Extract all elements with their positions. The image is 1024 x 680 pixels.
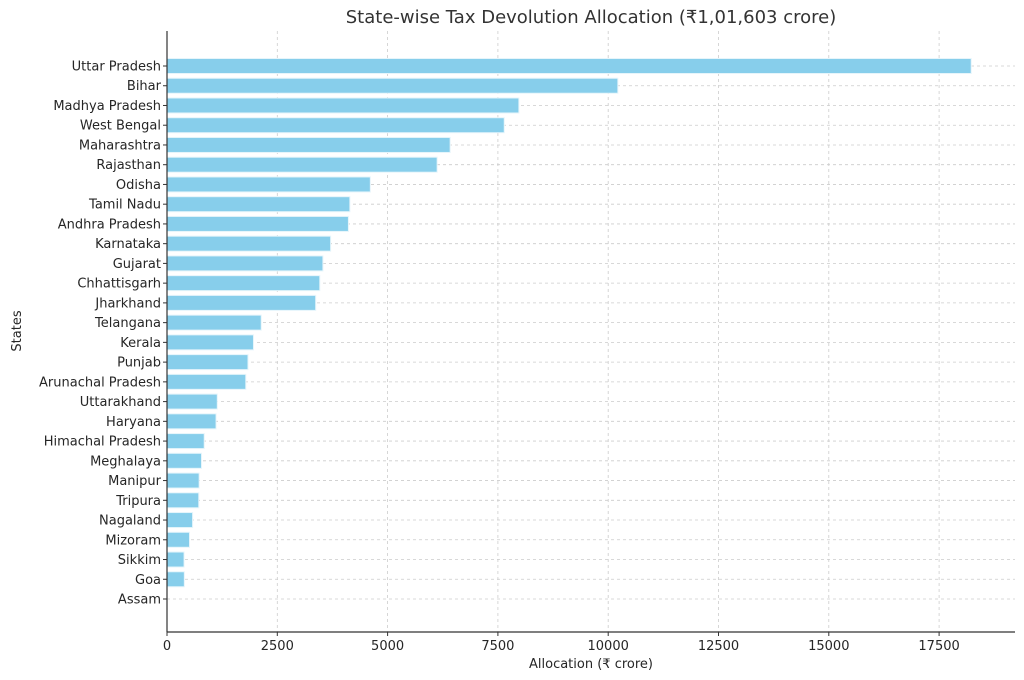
bar-uttarakhand	[166, 393, 218, 410]
bar-maharashtra	[166, 136, 451, 153]
bar-nagaland	[166, 512, 194, 529]
y-tick-label: Madhya Pradesh	[53, 99, 161, 114]
bar-arunachal-pradesh	[166, 373, 247, 390]
y-tick-label: Tripura	[115, 494, 161, 509]
x-tick-label: 15000	[808, 639, 849, 654]
y-axis-label: States	[10, 310, 25, 351]
y-tick-label: Jharkhand	[94, 296, 161, 311]
bar-mizoram	[166, 531, 191, 548]
y-tick-label: Punjab	[117, 356, 161, 371]
bar-goa	[166, 571, 185, 588]
y-tick-label: Gujarat	[113, 257, 161, 272]
y-ticks: Uttar Pradesh Bihar Madhya Pradesh West Ben…	[39, 60, 167, 608]
x-tick-label: 17500	[918, 639, 959, 654]
y-tick-label: Meghalaya	[90, 454, 161, 469]
y-tick-label: Odisha	[116, 178, 161, 193]
y-tick-label: Kerala	[120, 336, 161, 351]
bar-uttar-pradesh	[166, 58, 972, 74]
bar-bihar	[166, 77, 619, 94]
y-tick-label: Nagaland	[99, 514, 161, 529]
y-tick-label: Telangana	[94, 316, 161, 331]
y-tick-label: Sikkim	[118, 553, 161, 568]
bar-manipur	[166, 472, 200, 489]
bar-himachal-pradesh	[166, 433, 205, 450]
y-tick-label: Tamil Nadu	[88, 198, 161, 213]
x-tick-label: 10000	[588, 639, 629, 654]
bar-karnataka	[166, 235, 332, 252]
bar-madhya-pradesh	[166, 97, 520, 114]
y-tick-label: Haryana	[106, 415, 161, 430]
bar-gujarat	[166, 255, 324, 272]
x-tick-label: 12500	[698, 639, 739, 654]
y-tick-label: Rajasthan	[96, 158, 161, 173]
bar-tamil-nadu	[166, 196, 351, 213]
y-tick-label: Himachal Pradesh	[44, 435, 161, 450]
x-tick-label: 2500	[261, 639, 294, 654]
bar-andhra-pradesh	[166, 215, 349, 232]
y-tick-label: Andhra Pradesh	[58, 217, 161, 232]
bar-odisha	[166, 176, 371, 193]
y-tick-label: Goa	[135, 573, 161, 588]
y-tick-label: Chhattisgarh	[77, 277, 161, 292]
bar-tripura	[166, 492, 200, 509]
chart-title: State-wise Tax Devolution Allocation (₹1…	[346, 7, 837, 28]
y-tick-label: Karnataka	[95, 237, 161, 252]
bar-punjab	[166, 354, 249, 371]
x-tick-label: 7500	[481, 639, 514, 654]
y-tick-label: Mizoram	[105, 533, 161, 548]
y-tick-label: Arunachal Pradesh	[39, 375, 161, 390]
bar-jharkhand	[166, 294, 317, 311]
bar-meghalaya	[166, 452, 203, 469]
y-tick-label: Manipur	[108, 474, 162, 489]
x-tick-label: 5000	[371, 639, 404, 654]
bar-chhattisgarh	[166, 275, 321, 292]
y-tick-label: Maharashtra	[79, 138, 161, 153]
bar-kerala	[166, 334, 254, 351]
x-axis-label: Allocation (₹ crore)	[529, 657, 653, 672]
bar-rajasthan	[166, 156, 438, 173]
x-ticks: 0 2500 5000 7500 10000 12500 15000 17500	[163, 632, 960, 654]
x-tick-label: 0	[163, 639, 171, 654]
y-tick-label: Bihar	[127, 79, 162, 94]
y-tick-label: West Bengal	[80, 119, 161, 134]
x-gridlines	[276, 31, 940, 632]
y-tick-label: Assam	[118, 593, 161, 608]
bar-haryana	[166, 413, 217, 430]
y-tick-label: Uttar Pradesh	[72, 60, 161, 75]
bar-sikkim	[166, 551, 185, 568]
bar-telangana	[166, 314, 262, 331]
bar-west-bengal	[166, 117, 505, 134]
y-tick-label: Uttarakhand	[80, 395, 161, 410]
